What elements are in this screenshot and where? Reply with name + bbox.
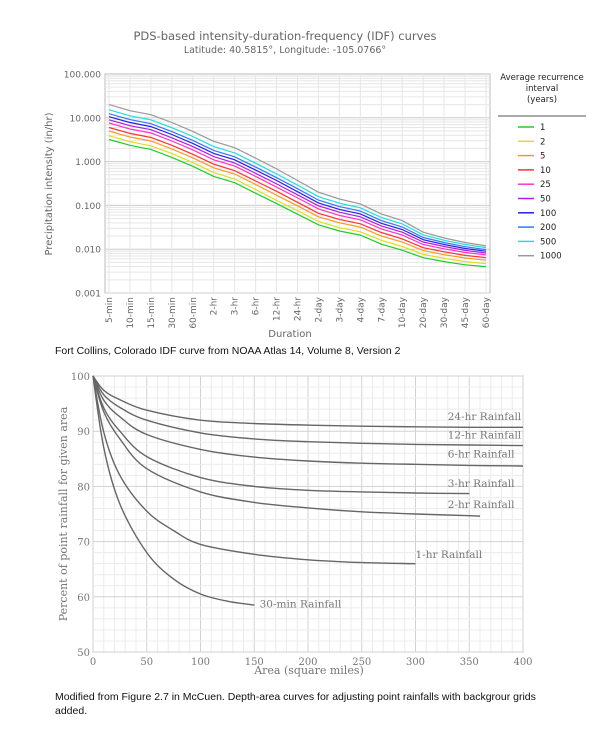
- x-tick-labels: 0 50 100 150 200 250 300 350 400: [90, 657, 533, 668]
- idf-caption: Fort Collins, Colorado IDF curve from NO…: [55, 345, 401, 357]
- curve-label: 30-min Rainfall: [260, 598, 342, 610]
- curve-label: 1-hr Rainfall: [416, 549, 483, 561]
- x-tick-label: 10-min: [126, 297, 136, 329]
- x-tick-label: 250: [352, 657, 371, 668]
- series-line-50: [108, 119, 487, 254]
- legend-label-200: 200: [540, 223, 556, 233]
- x-tick-label: 2-hr: [210, 297, 220, 316]
- chart-subtitle: Latitude: 40.5815°, Longitude: -105.0766…: [184, 45, 386, 56]
- curve-2-hr-rainfall: [92, 375, 481, 517]
- y-axis-label: Precipitation intensity (in/hr): [44, 112, 55, 255]
- legend-label-10: 10: [540, 166, 551, 176]
- x-tick-label: 10-day: [398, 296, 408, 328]
- x-tick-label: 6-hr: [252, 297, 262, 316]
- x-tick-label: 200: [298, 657, 317, 668]
- x-tick-label: 24-hr: [294, 297, 304, 321]
- legend-label-5: 5: [540, 152, 545, 162]
- series-line-500: [108, 109, 487, 249]
- y-tick-label: 90: [77, 427, 90, 438]
- series-group: [108, 104, 487, 268]
- x-tick-label: 100: [191, 657, 210, 668]
- depth-area-chart: 24-hr Rainfall 12-hr Rainfall 6-hr Rainfal…: [57, 372, 533, 677]
- x-tick-label: 45-day: [461, 296, 471, 328]
- x-axis-label: Area (square miles): [253, 664, 364, 677]
- y-tick-label: 100: [71, 372, 90, 383]
- y-tick-label: 100.000: [64, 71, 101, 81]
- legend-label-50: 50: [540, 195, 551, 205]
- curve-label: 6-hr Rainfall: [448, 449, 515, 461]
- curve-1-hr-rainfall: [92, 375, 416, 565]
- curve-label: 12-hr Rainfall: [448, 429, 522, 441]
- curve-6-hr-rainfall: [92, 375, 524, 467]
- series-line-5: [108, 130, 487, 261]
- series-line-2: [108, 135, 487, 265]
- idf-chart: PDS-based intensity-duration-frequency (…: [44, 29, 586, 340]
- x-tick-label: 300: [406, 657, 425, 668]
- chart-title: PDS-based intensity-duration-frequency (…: [134, 29, 437, 43]
- legend-label-1000: 1000: [540, 252, 562, 262]
- y-tick-label: 70: [77, 538, 90, 549]
- x-tick-label: 3-hr: [231, 297, 241, 316]
- legend-label-2: 2: [540, 137, 545, 147]
- x-tick-label: 15-min: [147, 297, 157, 329]
- x-tick-label: 400: [513, 657, 532, 668]
- curve-3-hr-rainfall: [92, 375, 470, 495]
- legend-label-100: 100: [540, 209, 556, 219]
- series-labels: 24-hr Rainfall 12-hr Rainfall 6-hr Rainfal…: [260, 411, 522, 610]
- legend-title-line: (years): [527, 95, 557, 105]
- legend-title: Average recurrence interval (years): [500, 73, 583, 105]
- x-tick-label: 3-day: [335, 296, 345, 322]
- x-tick-label: 60-day: [482, 296, 492, 328]
- y-tick-label: 80: [77, 482, 90, 493]
- curve-label: 2-hr Rainfall: [448, 499, 515, 511]
- y-tick-label: 60: [77, 593, 90, 604]
- series-line-100: [108, 116, 487, 252]
- x-tick-label: 5-min: [105, 297, 115, 323]
- x-tick-label: 350: [460, 657, 479, 668]
- y-tick-labels: 50 60 70 80 90 100: [71, 372, 90, 659]
- y-tick-label: 50: [77, 648, 90, 659]
- curve-12-hr-rainfall: [92, 375, 524, 447]
- series-group: [92, 375, 524, 606]
- y-tick-label: 0.100: [75, 202, 101, 212]
- y-tick-label: 10.000: [70, 114, 102, 124]
- series-line-10: [108, 126, 487, 259]
- series-line-200: [108, 113, 487, 251]
- legend-title-line: interval: [526, 84, 558, 94]
- x-tick-label: 12-hr: [273, 297, 283, 321]
- legend-label-1: 1: [540, 123, 545, 133]
- depth-area-caption: Modified from Figure 2.7 in McCuen. Dept…: [55, 691, 536, 717]
- legend-title-line: Average recurrence: [500, 73, 583, 83]
- legend-label-25: 25: [540, 180, 551, 190]
- curve-label: 24-hr Rainfall: [448, 411, 522, 423]
- y-axis-label: Percent of point rainfall for given area: [57, 406, 70, 621]
- x-tick-label: 2-day: [314, 296, 324, 322]
- y-tick-labels: 0.001 0.010 0.100 1.000 10.000 100.000: [64, 71, 101, 300]
- y-tick-label: 0.001: [75, 290, 101, 300]
- x-tick-label: 150: [245, 657, 264, 668]
- x-tick-label: 30-min: [168, 297, 178, 329]
- curve-24-hr-rainfall: [92, 375, 524, 429]
- x-tick-label: 50: [140, 657, 153, 668]
- x-tick-labels: 5-min 10-min 15-min 30-min 60-min 2-hr 3-hr 6-h…: [105, 296, 492, 328]
- series-line-1: [108, 138, 487, 268]
- series-line-25: [108, 122, 487, 256]
- curve-30-min-rainfall: [92, 375, 255, 606]
- series-line-1000: [108, 104, 487, 247]
- y-tick-label: 0.010: [75, 246, 101, 256]
- x-tick-label: 4-day: [356, 296, 366, 322]
- x-tick-label: 7-day: [377, 296, 387, 322]
- x-tick-label: 20-day: [419, 296, 429, 328]
- x-tick-label: 60-min: [189, 297, 199, 329]
- x-tick-label: 0: [90, 657, 96, 668]
- legend-label-500: 500: [540, 237, 556, 247]
- y-tick-label: 1.000: [75, 158, 101, 168]
- x-axis-label: Duration: [268, 329, 311, 340]
- x-tick-label: 30-day: [440, 296, 450, 328]
- curve-label: 3-hr Rainfall: [448, 478, 515, 490]
